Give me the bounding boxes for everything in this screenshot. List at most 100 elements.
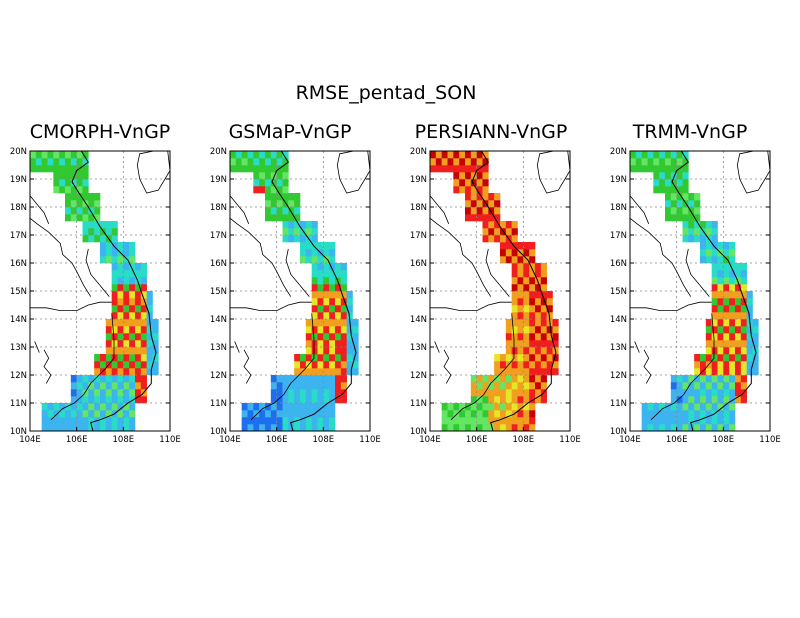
grid-cell bbox=[470, 207, 477, 215]
grid-cell bbox=[700, 389, 707, 397]
grid-cell bbox=[300, 256, 307, 264]
grid-cell bbox=[59, 186, 66, 194]
grid-cell bbox=[470, 382, 477, 390]
grid-cell bbox=[300, 235, 307, 243]
grid-cell bbox=[335, 382, 342, 390]
grid-cell bbox=[500, 368, 507, 376]
grid-cell bbox=[476, 200, 483, 208]
figure-title: RMSE_pentad_SON bbox=[295, 82, 477, 104]
grid-cell bbox=[511, 305, 518, 313]
grid-cell bbox=[47, 158, 54, 166]
grid-cell bbox=[705, 256, 712, 264]
grid-cell bbox=[241, 417, 248, 425]
grid-cell bbox=[523, 340, 530, 348]
grid-cell bbox=[711, 312, 718, 320]
grid-cell bbox=[140, 340, 147, 348]
grid-cell bbox=[335, 284, 342, 292]
grid-cell bbox=[265, 417, 272, 425]
grid-cell bbox=[59, 410, 66, 418]
grid-cell bbox=[740, 382, 747, 390]
grid-cell bbox=[340, 270, 347, 278]
grid-cell bbox=[329, 382, 336, 390]
grid-cell bbox=[117, 340, 124, 348]
grid-cell bbox=[529, 277, 536, 285]
grid-cell bbox=[676, 179, 683, 187]
grid-cell bbox=[82, 417, 89, 425]
grid-cell bbox=[630, 165, 637, 173]
grid-cell bbox=[88, 193, 95, 201]
grid-cell bbox=[717, 368, 724, 376]
grid-cell bbox=[717, 333, 724, 341]
grid-cell bbox=[670, 179, 677, 187]
grid-cell bbox=[340, 305, 347, 313]
grid-cell bbox=[641, 151, 648, 159]
grid-cell bbox=[317, 305, 324, 313]
border-line bbox=[285, 248, 310, 297]
grid-cell bbox=[700, 368, 707, 376]
grid-cell bbox=[705, 249, 712, 257]
grid-cell bbox=[670, 151, 677, 159]
grid-cell bbox=[340, 263, 347, 271]
grid-cell bbox=[100, 242, 107, 250]
grid-cell bbox=[323, 396, 330, 404]
border-line bbox=[43, 349, 52, 384]
grid-cell bbox=[430, 151, 437, 159]
grid-cell bbox=[288, 417, 295, 425]
grid-cell bbox=[323, 333, 330, 341]
grid-cell bbox=[511, 242, 518, 250]
grid-cell bbox=[265, 151, 272, 159]
grid-cell bbox=[117, 382, 124, 390]
grid-cell bbox=[729, 375, 736, 383]
grid-cell bbox=[123, 354, 130, 362]
grid-cell bbox=[546, 305, 553, 313]
grid-cell bbox=[694, 410, 701, 418]
grid-cell bbox=[282, 207, 289, 215]
grid-cell bbox=[294, 235, 301, 243]
grid-cell bbox=[117, 333, 124, 341]
grid-cell bbox=[146, 291, 153, 299]
grid-cell bbox=[529, 389, 536, 397]
grid-cell bbox=[711, 242, 718, 250]
grid-cell bbox=[665, 151, 672, 159]
grid-cell bbox=[323, 298, 330, 306]
grid-cell bbox=[105, 347, 112, 355]
grid-cell bbox=[682, 375, 689, 383]
grid-cell bbox=[346, 298, 353, 306]
grid-cell bbox=[88, 382, 95, 390]
grid-cell bbox=[335, 312, 342, 320]
grid-cell bbox=[294, 214, 301, 222]
grid-cell bbox=[670, 158, 677, 166]
grid-cell bbox=[723, 270, 730, 278]
grid-cell bbox=[100, 249, 107, 257]
grid-cell bbox=[494, 403, 501, 411]
grid-cell bbox=[329, 291, 336, 299]
grid-cell bbox=[735, 368, 742, 376]
grid-cell bbox=[311, 326, 318, 334]
grid-cell bbox=[111, 235, 118, 243]
grid-cell bbox=[47, 165, 54, 173]
grid-cell bbox=[270, 424, 277, 431]
grid-cell bbox=[735, 284, 742, 292]
grid-cell bbox=[705, 424, 712, 431]
grid-cell bbox=[740, 291, 747, 299]
y-tick-label: 19N bbox=[210, 175, 227, 185]
grid-cell bbox=[552, 361, 559, 369]
grid-cell bbox=[265, 200, 272, 208]
x-tick-label: 108E bbox=[113, 435, 135, 445]
grid-cell bbox=[94, 221, 101, 229]
grid-cell bbox=[694, 389, 701, 397]
grid-cell bbox=[88, 389, 95, 397]
grid-cell bbox=[470, 179, 477, 187]
grid-cell bbox=[88, 410, 95, 418]
grid-cell bbox=[529, 242, 536, 250]
grid-cell bbox=[100, 382, 107, 390]
grid-cell bbox=[111, 242, 118, 250]
grid-cell bbox=[311, 354, 318, 362]
grid-cell bbox=[453, 172, 460, 180]
grid-cell bbox=[488, 214, 495, 222]
grid-cell bbox=[117, 312, 124, 320]
grid-cell bbox=[123, 403, 130, 411]
grid-cell bbox=[340, 326, 347, 334]
grid-cell bbox=[111, 312, 118, 320]
grid-cell bbox=[335, 333, 342, 341]
